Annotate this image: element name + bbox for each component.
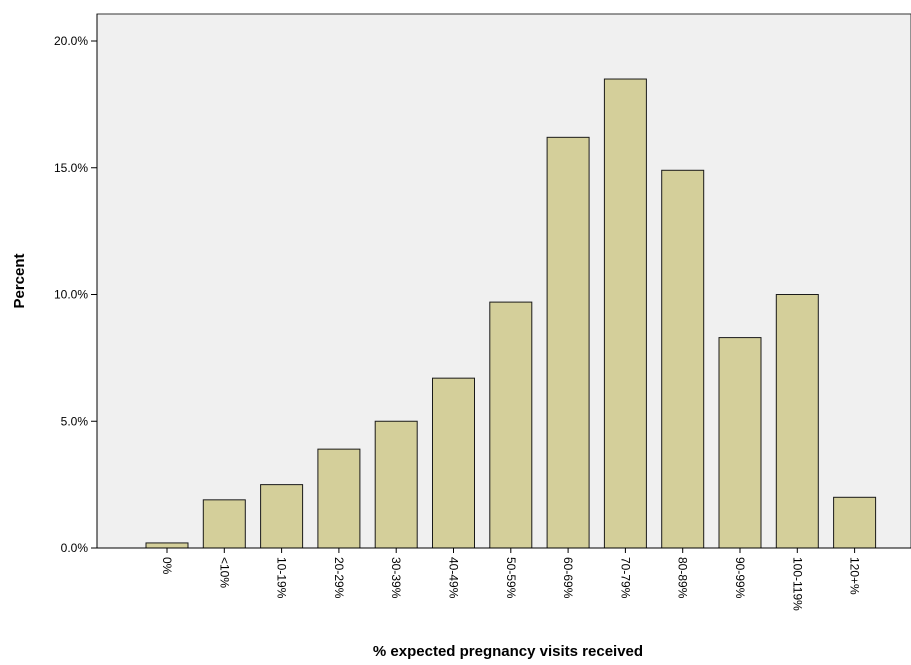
y-tick-label: 20.0% <box>54 34 88 48</box>
x-tick-label: 60-69% <box>561 557 575 599</box>
bar <box>145 542 189 549</box>
x-tick-label: 0% <box>160 557 174 575</box>
x-tick-label: <10% <box>217 557 231 588</box>
y-tick-label: 5.0% <box>61 414 89 428</box>
bar <box>718 337 762 549</box>
bar <box>661 169 705 549</box>
y-tick-label: 10.0% <box>54 288 88 302</box>
bar <box>603 78 647 549</box>
x-tick-label: 30-39% <box>389 557 403 599</box>
bar <box>317 448 361 549</box>
y-axis-title: Percent <box>11 253 28 308</box>
x-axis-title: % expected pregnancy visits received <box>373 643 643 660</box>
x-tick-label: 100-119% <box>790 557 804 611</box>
bar <box>833 496 877 549</box>
x-ticks-group: 0% <10% 10-19% 20-29% 30-39% 40-49% 50-59% 60-6… <box>160 548 862 611</box>
x-tick-label: 80-89% <box>676 557 690 599</box>
x-tick-label: 10-19% <box>275 557 289 599</box>
bar <box>546 136 590 549</box>
x-tick-label: 20-29% <box>332 557 346 599</box>
bar <box>489 301 533 549</box>
y-tick-label: 15.0% <box>54 161 88 175</box>
bar <box>775 294 819 549</box>
bars-group <box>145 78 877 549</box>
x-tick-label: 90-99% <box>733 557 747 599</box>
bar <box>202 499 246 549</box>
x-tick-label: 40-49% <box>447 557 461 599</box>
x-tick-label: 50-59% <box>504 557 518 599</box>
x-tick-label: 70-79% <box>618 557 632 599</box>
bar <box>374 420 418 549</box>
bar <box>260 484 304 549</box>
y-ticks-group: 0.0% 5.0% 10.0% 15.0% 20.0% <box>54 34 97 555</box>
x-tick-label: 120+% <box>848 557 862 595</box>
y-tick-label: 0.0% <box>61 541 89 555</box>
bar <box>432 377 475 549</box>
